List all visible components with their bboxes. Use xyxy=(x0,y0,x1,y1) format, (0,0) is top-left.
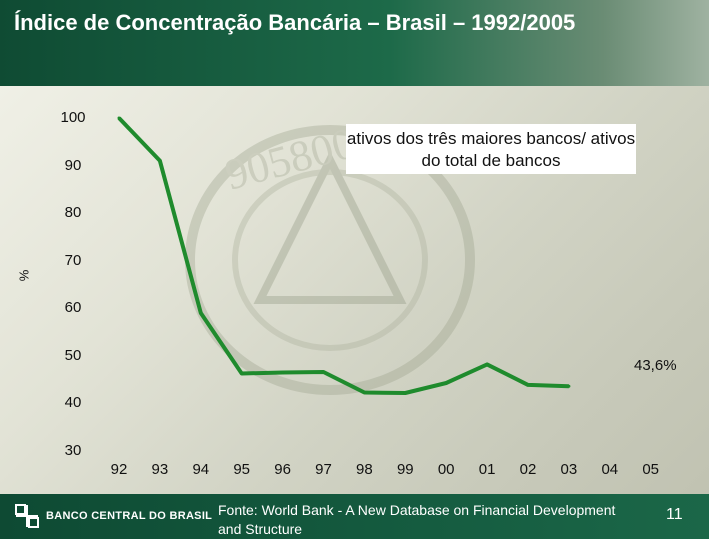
x-tick-label: 99 xyxy=(396,461,414,478)
source-note: Fonte: World Bank - A New Database on Fi… xyxy=(218,502,616,537)
data-point xyxy=(322,370,325,374)
x-tick-label: 95 xyxy=(233,461,251,478)
data-point xyxy=(485,362,489,366)
y-tick-label: 100 xyxy=(60,109,86,126)
data-point xyxy=(362,390,366,394)
last-value-annotation: 43,6% xyxy=(634,357,677,374)
y-tick-label: 50 xyxy=(64,346,82,364)
y-tick-label: 40 xyxy=(64,394,82,412)
x-tick-label: 97 xyxy=(315,461,332,478)
data-point xyxy=(526,383,530,387)
x-tick-label: 96 xyxy=(274,461,291,478)
x-tick-label: 94 xyxy=(192,461,210,478)
page-number: 11 xyxy=(666,506,683,523)
data-point xyxy=(403,391,407,395)
data-point xyxy=(444,381,448,385)
x-tick-label: 05 xyxy=(642,461,660,478)
slide-title: Índice de Concentração Bancária – Brasil… xyxy=(14,10,576,35)
x-tick-label: 04 xyxy=(601,461,619,478)
bcb-logo-text: BANCO CENTRAL DO BRASIL xyxy=(46,510,213,522)
y-tick-label: 80 xyxy=(64,204,82,222)
x-tick-label: 93 xyxy=(151,461,169,478)
x-tick-label: 01 xyxy=(478,461,496,478)
y-tick-label: 30 xyxy=(64,442,82,459)
data-point xyxy=(567,384,571,388)
x-tick-label: 92 xyxy=(110,461,128,478)
y-tick-label: 90 xyxy=(64,156,82,174)
y-tick-label: 60 xyxy=(64,299,82,317)
data-point xyxy=(281,371,285,375)
bcb-logo-icon xyxy=(15,504,39,528)
x-tick-label: 03 xyxy=(560,461,578,478)
data-point xyxy=(240,371,244,375)
title-bar xyxy=(0,0,709,86)
x-tick-label: 02 xyxy=(519,461,537,478)
y-tick-label: 70 xyxy=(64,251,82,269)
data-point xyxy=(199,311,203,315)
data-point xyxy=(158,159,162,163)
x-tick-label: 98 xyxy=(356,461,373,478)
x-tick-label: 00 xyxy=(437,461,455,478)
series-legend-label: ativos dos três maiores bancos/ ativos d… xyxy=(346,129,636,170)
series-line xyxy=(117,116,569,395)
data-point xyxy=(117,116,121,120)
series-legend-box: ativos dos três maiores bancos/ ativos d… xyxy=(346,124,636,174)
footer-bar xyxy=(0,494,709,539)
